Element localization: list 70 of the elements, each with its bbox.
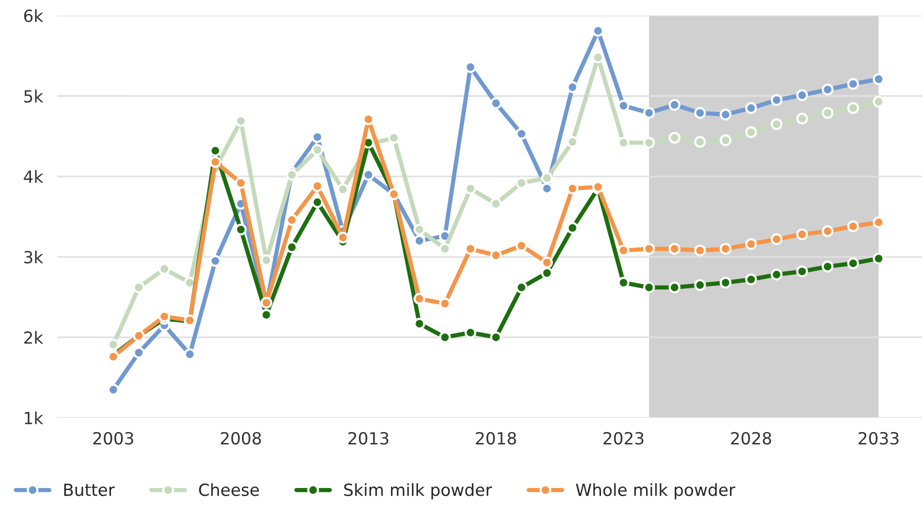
point <box>694 107 706 119</box>
point <box>822 84 834 96</box>
point <box>796 228 808 240</box>
y-tick-label: 2k <box>24 331 44 344</box>
point <box>668 98 680 111</box>
x-tick-label: 2028 <box>731 432 772 445</box>
point <box>541 256 553 268</box>
point <box>822 107 834 119</box>
legend-label: Butter <box>64 484 115 496</box>
legend-label: Cheese <box>199 483 259 496</box>
point <box>720 242 732 255</box>
point <box>643 282 655 294</box>
point <box>414 292 426 305</box>
point <box>847 78 860 90</box>
point <box>745 126 757 138</box>
point <box>209 255 222 267</box>
point <box>822 260 834 272</box>
y-tick-label: 3k <box>24 250 44 264</box>
point <box>720 108 732 120</box>
point <box>541 267 553 279</box>
point <box>643 242 655 255</box>
point <box>566 222 578 234</box>
point <box>336 232 349 244</box>
point <box>668 242 680 255</box>
point <box>286 168 298 181</box>
point <box>745 274 757 286</box>
point <box>720 276 732 289</box>
point <box>796 112 808 124</box>
x-tick-label: 2003 <box>93 432 134 445</box>
legend-label: Skim milk powder <box>344 483 492 500</box>
point <box>490 97 502 110</box>
y-tick-label: 5k <box>24 90 44 103</box>
point <box>822 225 834 238</box>
point <box>720 134 732 146</box>
point <box>694 136 706 148</box>
point <box>516 176 528 189</box>
x-tick-label: 2008 <box>220 432 261 445</box>
y-tick-label: 4k <box>24 170 44 183</box>
point <box>694 279 706 291</box>
point <box>643 107 655 119</box>
point <box>694 244 706 256</box>
point <box>770 268 782 281</box>
point <box>132 346 145 359</box>
point <box>872 252 885 264</box>
point <box>745 238 757 250</box>
point <box>414 224 426 236</box>
point <box>643 136 655 149</box>
x-tick-label: 2013 <box>348 432 388 445</box>
point <box>668 132 680 144</box>
point <box>668 282 680 294</box>
x-tick-label: 2033 <box>858 432 898 445</box>
point <box>770 118 782 130</box>
point <box>770 233 782 246</box>
x-tick-label: 2018 <box>476 432 516 445</box>
x-tick-label: 2023 <box>604 432 644 445</box>
point <box>847 102 860 114</box>
point <box>847 220 860 232</box>
point <box>260 296 272 309</box>
legend-label: Whole milk powder <box>576 483 736 500</box>
point <box>541 172 553 184</box>
point <box>796 89 808 102</box>
point <box>770 94 782 106</box>
point <box>311 144 324 156</box>
y-tick-label: 6k <box>24 9 44 22</box>
point <box>745 102 757 114</box>
point <box>796 265 808 278</box>
point <box>516 282 528 294</box>
point <box>847 257 860 270</box>
y-tick-label: 1k <box>24 411 44 424</box>
point <box>516 128 528 140</box>
